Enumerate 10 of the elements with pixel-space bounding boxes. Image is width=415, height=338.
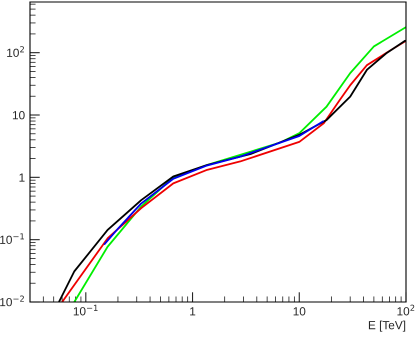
x-axis-title: E [TeV] (368, 320, 406, 332)
y-tick-label: 10$^{2}$ (7, 46, 24, 57)
x-tick-label: 10$^{−1}$ (74, 304, 98, 316)
y-tick-label: 10 (12, 111, 25, 120)
x-tick-label: 10 (294, 307, 306, 316)
y-tick-label: 1 (19, 173, 25, 182)
x-tick-label: 1 (190, 307, 196, 316)
y-tick-label: 10$^{−2}$ (0, 296, 24, 306)
y-tick-label: 10$^{−1}$ (0, 233, 24, 244)
x-tick-label: 10$^{2}$ (397, 304, 414, 316)
